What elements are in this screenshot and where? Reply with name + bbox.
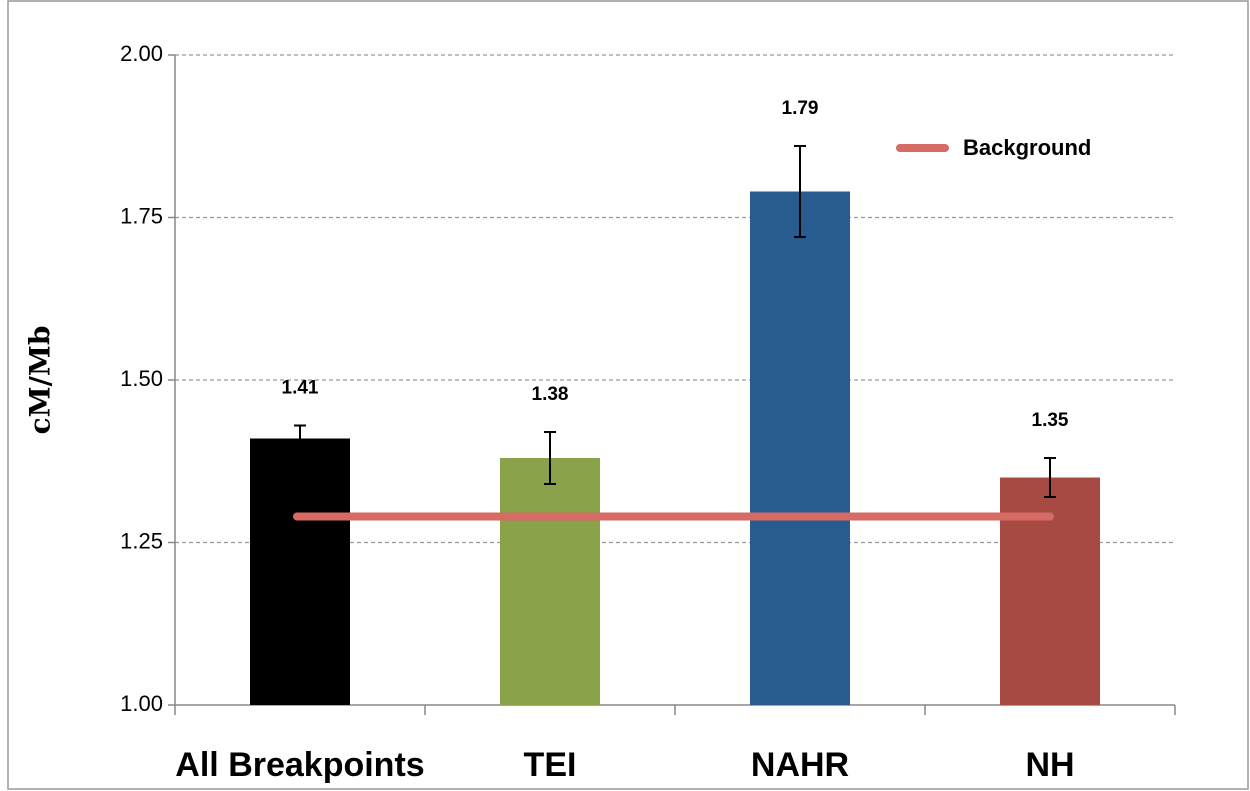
y-tick-label: 1.75 [120, 203, 163, 228]
data-label: 1.41 [282, 378, 319, 399]
data-label: 1.79 [782, 98, 819, 119]
y-tick-label: 1.00 [120, 691, 163, 716]
y-axis-label: cM/Mb [24, 326, 57, 435]
x-tick-label: NH [1025, 746, 1074, 784]
legend-label: Background [963, 135, 1091, 160]
y-tick-label: 1.50 [120, 366, 163, 391]
data-label: 1.35 [1032, 410, 1069, 431]
bar [250, 438, 350, 705]
y-tick-label: 1.25 [120, 528, 163, 553]
bar [750, 191, 850, 705]
bar [500, 458, 600, 705]
x-tick-label: TEI [524, 746, 577, 784]
bar [1000, 477, 1100, 705]
x-tick-label: All Breakpoints [175, 746, 424, 784]
y-tick-label: 2.00 [120, 41, 163, 66]
x-tick-label: NAHR [751, 746, 849, 784]
data-label: 1.38 [532, 384, 569, 405]
